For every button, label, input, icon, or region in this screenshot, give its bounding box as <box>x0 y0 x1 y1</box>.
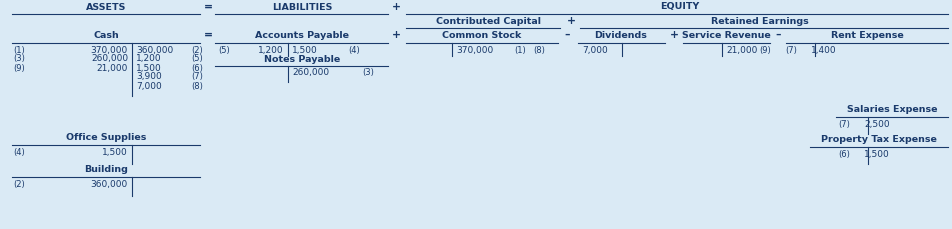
Text: (4): (4) <box>13 147 25 156</box>
Text: (8): (8) <box>533 46 545 55</box>
Text: (8): (8) <box>191 82 203 90</box>
Text: 360,000: 360,000 <box>90 180 128 188</box>
Text: (4): (4) <box>348 46 360 55</box>
Text: 21,000: 21,000 <box>726 46 758 55</box>
Text: (6): (6) <box>191 63 203 73</box>
Text: (6): (6) <box>838 150 850 158</box>
Text: (2): (2) <box>13 180 25 188</box>
Text: 1,200: 1,200 <box>136 55 162 63</box>
Text: Property Tax Expense: Property Tax Expense <box>821 136 937 144</box>
Text: Building: Building <box>84 166 128 174</box>
Text: (7): (7) <box>838 120 850 128</box>
Text: =: = <box>204 2 212 12</box>
Text: (2): (2) <box>191 46 203 55</box>
Text: 7,000: 7,000 <box>582 46 607 55</box>
Text: 1,500: 1,500 <box>864 150 890 158</box>
Text: LIABILITIES: LIABILITIES <box>272 3 332 11</box>
Text: 21,000: 21,000 <box>96 63 128 73</box>
Text: 260,000: 260,000 <box>292 68 329 77</box>
Text: 260,000: 260,000 <box>90 55 128 63</box>
Text: Salaries Expense: Salaries Expense <box>846 106 938 114</box>
Text: 2,500: 2,500 <box>864 120 889 128</box>
Text: 370,000: 370,000 <box>456 46 493 55</box>
Text: (3): (3) <box>13 55 25 63</box>
Text: Cash: Cash <box>93 30 119 39</box>
Text: Retained Earnings: Retained Earnings <box>711 16 809 25</box>
Text: 1,500: 1,500 <box>292 46 318 55</box>
Text: 3,900: 3,900 <box>136 73 162 82</box>
Text: Common Stock: Common Stock <box>443 30 522 39</box>
Text: (5): (5) <box>218 46 229 55</box>
Text: 1,500: 1,500 <box>136 63 162 73</box>
Text: 1,500: 1,500 <box>102 147 128 156</box>
Text: +: + <box>391 30 401 40</box>
Text: 1,400: 1,400 <box>811 46 837 55</box>
Text: +: + <box>391 2 401 12</box>
Text: (9): (9) <box>759 46 771 55</box>
Text: +: + <box>669 30 679 40</box>
Text: 1,200: 1,200 <box>258 46 284 55</box>
Text: +: + <box>566 16 576 26</box>
Text: 360,000: 360,000 <box>136 46 173 55</box>
Text: (1): (1) <box>514 46 526 55</box>
Text: (3): (3) <box>362 68 374 77</box>
Text: ASSETS: ASSETS <box>86 3 127 11</box>
Text: 370,000: 370,000 <box>90 46 128 55</box>
Text: Office Supplies: Office Supplies <box>66 134 147 142</box>
Text: Dividends: Dividends <box>595 30 647 39</box>
Text: Notes Payable: Notes Payable <box>264 55 340 63</box>
Text: Contributed Capital: Contributed Capital <box>435 16 541 25</box>
Text: (5): (5) <box>191 55 203 63</box>
Text: (7): (7) <box>785 46 797 55</box>
Text: –: – <box>565 30 569 40</box>
Text: =: = <box>204 30 212 40</box>
Text: Rent Expense: Rent Expense <box>831 30 903 39</box>
Text: (1): (1) <box>13 46 25 55</box>
Text: 7,000: 7,000 <box>136 82 162 90</box>
Text: (7): (7) <box>191 73 203 82</box>
Text: EQUITY: EQUITY <box>661 3 700 11</box>
Text: Accounts Payable: Accounts Payable <box>255 30 349 39</box>
Text: (9): (9) <box>13 63 25 73</box>
Text: –: – <box>775 30 781 40</box>
Text: Service Revenue: Service Revenue <box>682 30 770 39</box>
